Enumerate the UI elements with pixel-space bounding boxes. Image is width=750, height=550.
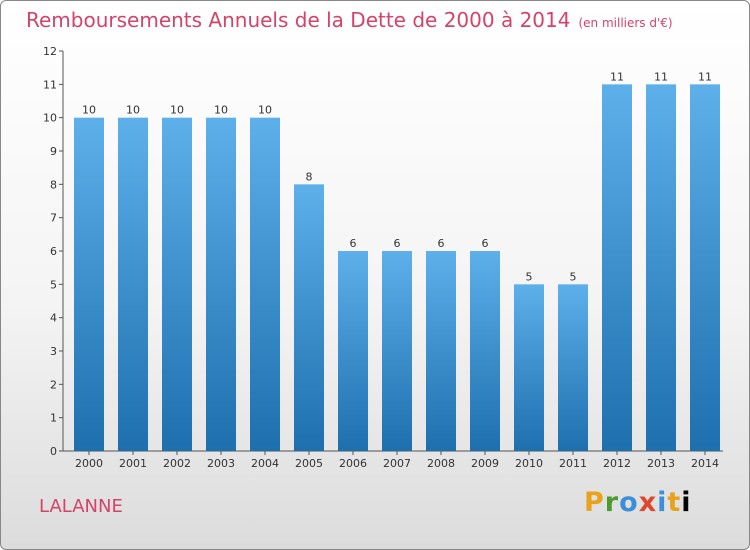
y-tick-label: 3 [50,345,57,358]
bar-2002 [162,117,192,452]
bar-2008 [426,251,456,451]
data-label: 10 [82,104,96,117]
bar-2012 [602,84,632,451]
bar-2000 [74,117,104,452]
y-tick-label: 6 [50,245,57,258]
data-label: 6 [438,237,445,250]
y-tick-label: 11 [43,78,57,91]
x-tick-label: 2003 [207,457,235,470]
y-tick-label: 12 [43,45,57,58]
x-tick-label: 2013 [647,457,675,470]
x-tick-label: 2009 [471,457,499,470]
y-tick-label: 2 [50,378,57,391]
y-tick-label: 5 [50,278,57,291]
data-label: 10 [126,104,140,117]
data-label: 10 [170,104,184,117]
y-tick-label: 10 [43,112,57,125]
x-tick-label: 2001 [119,457,147,470]
data-label: 8 [306,170,313,183]
proxiti-logo: Proxiti [584,487,692,518]
x-tick-label: 2007 [383,457,411,470]
y-tick-label: 8 [50,178,57,191]
x-tick-label: 2010 [515,457,543,470]
data-label: 11 [654,70,668,83]
bar-2007 [382,251,412,451]
data-label: 6 [350,237,357,250]
bar-2006 [338,251,368,451]
x-tick-label: 2002 [163,457,191,470]
y-tick-label: 0 [50,445,57,458]
y-tick-label: 4 [50,312,57,325]
bar-2010 [514,284,544,451]
title-text: Remboursements Annuels de la Dette de 20… [26,8,571,32]
data-label: 5 [570,270,577,283]
y-tick-label: 9 [50,145,57,158]
data-label: 11 [610,70,624,83]
x-tick-label: 2014 [691,457,719,470]
y-tick-label: 7 [50,212,57,225]
x-tick-label: 2000 [75,457,103,470]
y-tick-label: 1 [50,412,57,425]
x-tick-label: 2012 [603,457,631,470]
data-label: 6 [394,237,401,250]
bar-2011 [558,284,588,451]
chart-subtitle: (en milliers d'€) [578,16,673,30]
commune-name: LALANNE [39,496,123,517]
bar-2009 [470,251,500,451]
x-tick-label: 2004 [251,457,279,470]
x-tick-label: 2005 [295,457,323,470]
chart-title: Remboursements Annuels de la Dette de 20… [26,8,673,32]
bar-2004 [250,117,280,452]
x-tick-label: 2011 [559,457,587,470]
x-tick-label: 2006 [339,457,367,470]
x-tick-label: 2008 [427,457,455,470]
data-label: 11 [698,70,712,83]
data-label: 6 [482,237,489,250]
bar-2005 [294,184,324,452]
data-label: 10 [258,104,272,117]
data-label: 5 [526,270,533,283]
bar-2003 [206,117,236,452]
bar-2013 [646,84,676,451]
bar-2001 [118,117,148,452]
data-label: 10 [214,104,228,117]
bar-2014 [690,84,720,451]
